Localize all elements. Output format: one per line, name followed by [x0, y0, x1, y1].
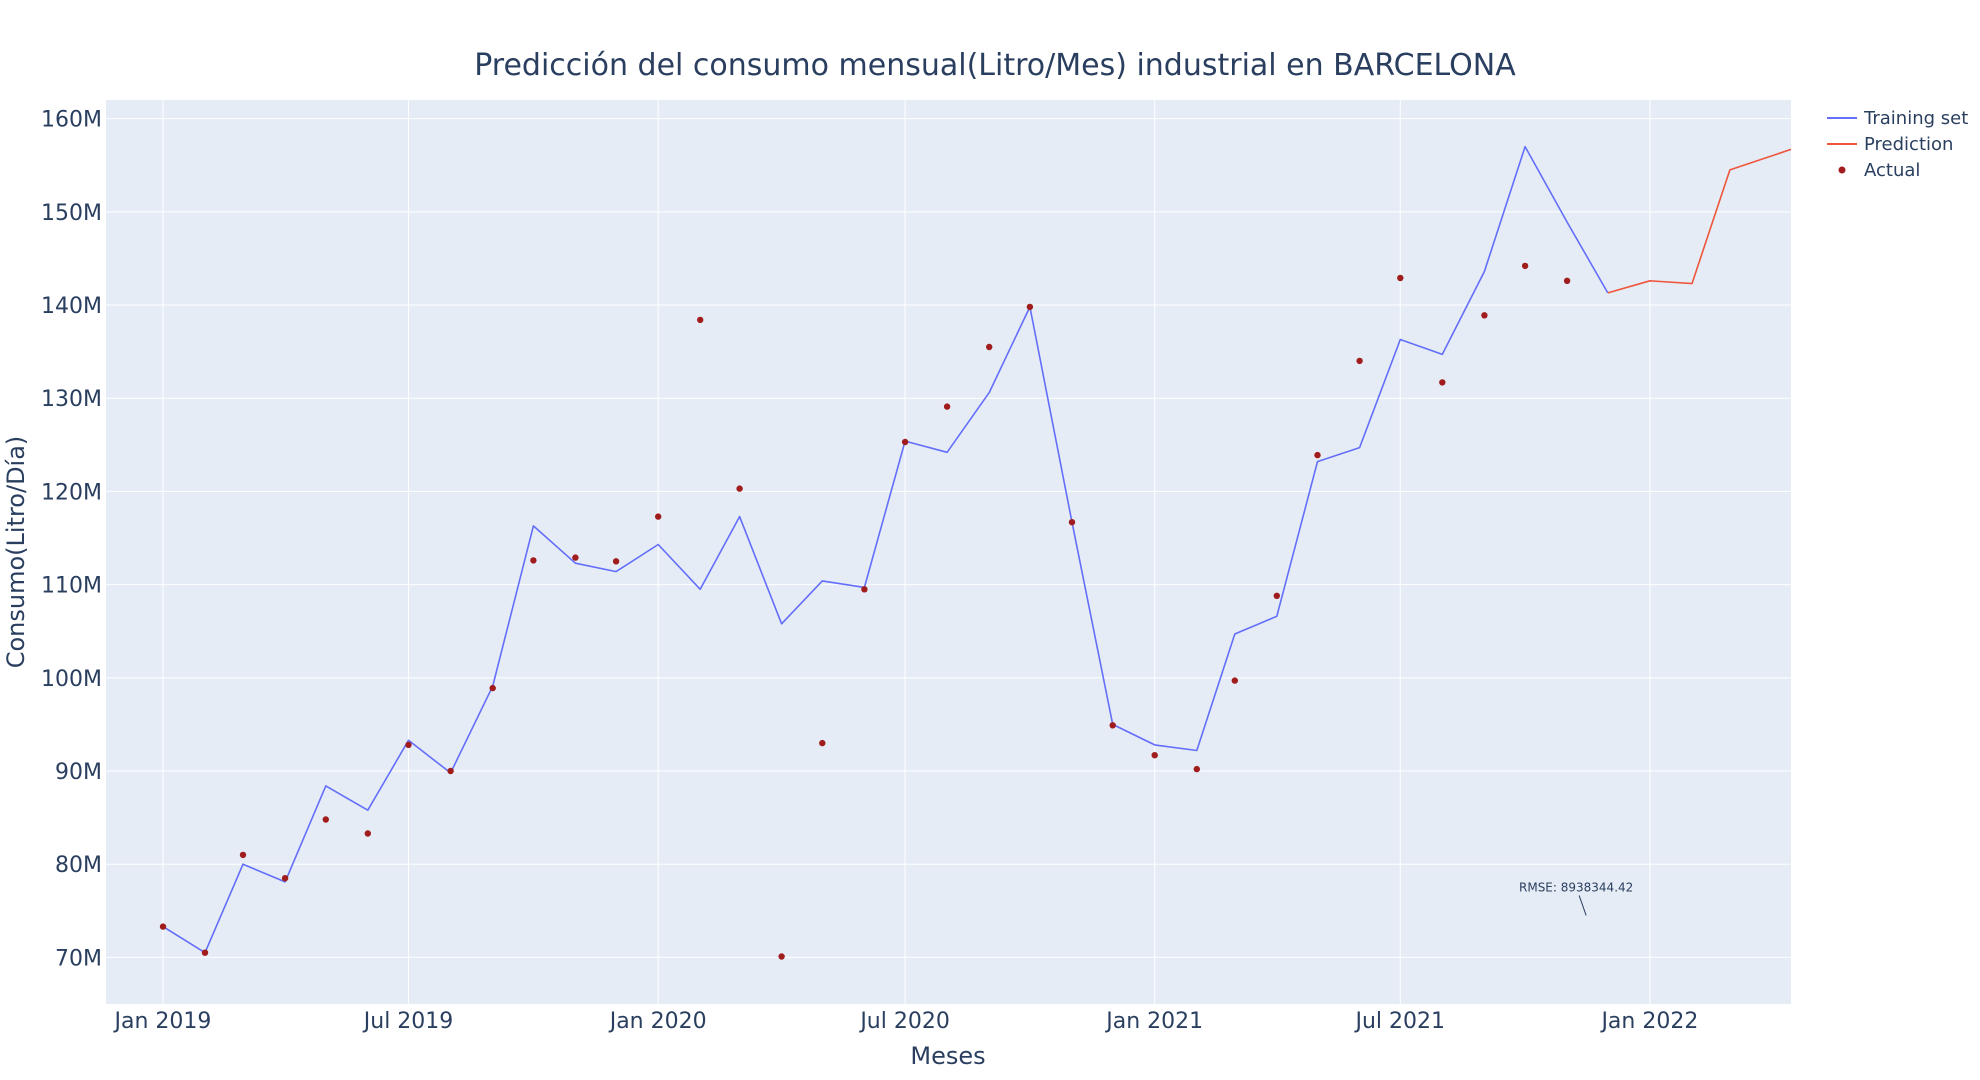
point-actual — [572, 554, 579, 561]
legend-item-training-set[interactable]: Training set — [1827, 108, 1968, 129]
point-actual — [405, 741, 412, 749]
point-actual — [1563, 277, 1571, 284]
y-tick-label: 110M — [41, 574, 102, 599]
point-actual — [986, 343, 993, 351]
point-actual — [1068, 519, 1076, 526]
rmse-annotation: RMSE: 8938344.42 — [1519, 880, 1633, 894]
tick-labels: 70M 80M 90M 100M 110M 120M 130M 140M 150M 160M Jan… — [41, 108, 1698, 1034]
point-actual — [901, 438, 909, 446]
point-actual — [943, 403, 951, 410]
point-actual — [201, 949, 209, 956]
point-actual — [1314, 451, 1321, 459]
y-tick-label: 70M — [55, 946, 102, 971]
x-tick-label: Jan 2021 — [1104, 1009, 1203, 1034]
legend-label: Training set — [1863, 108, 1968, 129]
point-actual — [778, 953, 785, 960]
point-actual — [1026, 303, 1034, 311]
point-actual — [1356, 357, 1363, 365]
point-actual — [159, 923, 167, 930]
point-actual — [447, 767, 454, 775]
plot-area — [106, 100, 1791, 1004]
point-actual — [1193, 765, 1201, 773]
point-actual — [364, 830, 371, 837]
x-tick-label: Jul 2021 — [1354, 1009, 1446, 1034]
x-tick-label: Jul 2020 — [858, 1009, 950, 1034]
point-actual — [861, 586, 868, 593]
annotations: RMSE: 8938344.42 — [1519, 880, 1633, 916]
point-actual — [322, 816, 329, 823]
point-actual — [819, 739, 826, 747]
y-tick-label: 80M — [55, 853, 102, 878]
point-actual — [1397, 274, 1404, 282]
point-actual — [697, 316, 704, 324]
y-tick-label: 160M — [41, 108, 102, 133]
y-tick-label: 120M — [41, 480, 102, 505]
x-axis-title: Meses — [910, 1042, 985, 1070]
y-tick-label: 150M — [41, 201, 102, 226]
legend-label: Actual — [1864, 160, 1920, 181]
series-line-prediction — [1607, 148, 1792, 294]
point-actual — [281, 875, 289, 882]
annotation-arrow — [1578, 895, 1587, 916]
legend: Training set Prediction Actual — [1827, 108, 1968, 181]
x-tick-label: Jul 2019 — [362, 1009, 454, 1034]
point-actual — [1273, 592, 1281, 599]
series-line-training-set — [162, 145, 1609, 954]
y-tick-label: 100M — [41, 667, 102, 692]
point-actual — [239, 851, 247, 859]
x-tick-label: Jan 2022 — [1599, 1009, 1698, 1034]
point-actual — [655, 513, 662, 520]
point-actual — [1521, 262, 1529, 270]
series-lines — [162, 145, 1792, 954]
legend-item-actual[interactable]: Actual — [1838, 160, 1921, 181]
y-tick-label: 140M — [41, 294, 102, 319]
point-actual — [1231, 677, 1239, 684]
point-actual — [530, 557, 537, 564]
y-tick-label: 90M — [55, 760, 102, 785]
legend-item-prediction[interactable]: Prediction — [1827, 134, 1953, 155]
y-tick-label: 130M — [41, 387, 102, 412]
chart-title: Predicción del consumo mensual(Litro/Mes… — [474, 48, 1516, 83]
y-axis-title: Consumo(Litro/Día) — [2, 436, 30, 669]
grid — [106, 100, 1791, 1004]
point-actual — [1481, 312, 1488, 319]
series-markers — [159, 262, 1571, 960]
x-tick-label: Jan 2019 — [113, 1009, 212, 1034]
point-actual — [736, 485, 743, 492]
point-actual — [1151, 752, 1158, 759]
legend-swatch — [1838, 166, 1846, 174]
x-tick-label: Jan 2020 — [608, 1009, 707, 1034]
point-actual — [1439, 379, 1446, 386]
point-actual — [612, 558, 620, 565]
legend-label: Prediction — [1864, 134, 1953, 155]
point-actual — [489, 684, 496, 692]
point-actual — [1109, 722, 1116, 729]
